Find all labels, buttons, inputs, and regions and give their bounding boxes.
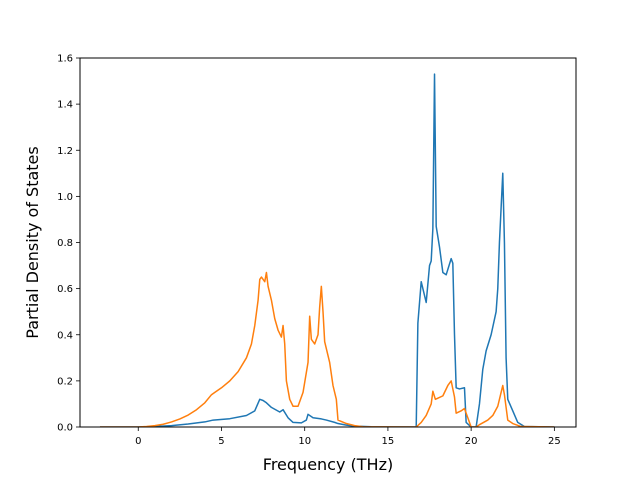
y-tick-label: 1.2 — [57, 146, 73, 157]
y-tick-label: 0.4 — [57, 330, 73, 341]
x-tick-label: 15 — [382, 436, 395, 447]
series-layer — [99, 73, 555, 427]
x-tick-label: 20 — [465, 436, 478, 447]
y-axis-label: Partial Density of States — [23, 146, 42, 338]
y-tick-label: 1.4 — [57, 100, 73, 111]
series-line-1 — [99, 73, 555, 427]
ticks-layer: 0 5 10 15 20 25 0.0 0.2 0.4 0.6 0.8 1.0 1.2 1.4 1.6 — [57, 54, 561, 448]
y-tick-label: 1.0 — [57, 192, 73, 203]
x-tick-label: 5 — [218, 436, 224, 447]
x-axis-label: Frequency (THz) — [263, 455, 393, 474]
y-tick-label: 1.6 — [57, 54, 73, 65]
y-tick-label: 0.6 — [57, 284, 73, 295]
x-tick-label: 0 — [135, 436, 141, 447]
y-tick-label: 0.2 — [57, 376, 73, 387]
y-tick-label: 0.0 — [57, 423, 73, 434]
series-line-2 — [99, 271, 555, 427]
y-tick-label: 0.8 — [57, 238, 73, 249]
x-tick-label: 10 — [298, 436, 311, 447]
plot-frame — [79, 57, 577, 428]
x-tick-label: 25 — [548, 436, 561, 447]
